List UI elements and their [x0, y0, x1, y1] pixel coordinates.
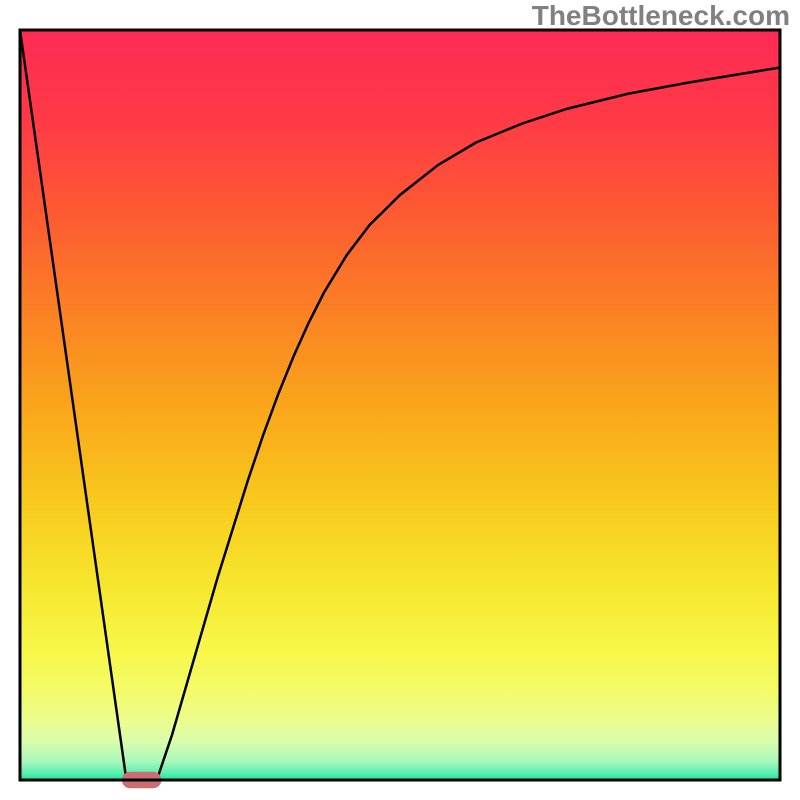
bottleneck-chart — [0, 0, 800, 800]
chart-container: { "watermark": { "text": "TheBottleneck.… — [0, 0, 800, 800]
watermark-text: TheBottleneck.com — [532, 0, 790, 32]
plot-background — [20, 30, 780, 780]
